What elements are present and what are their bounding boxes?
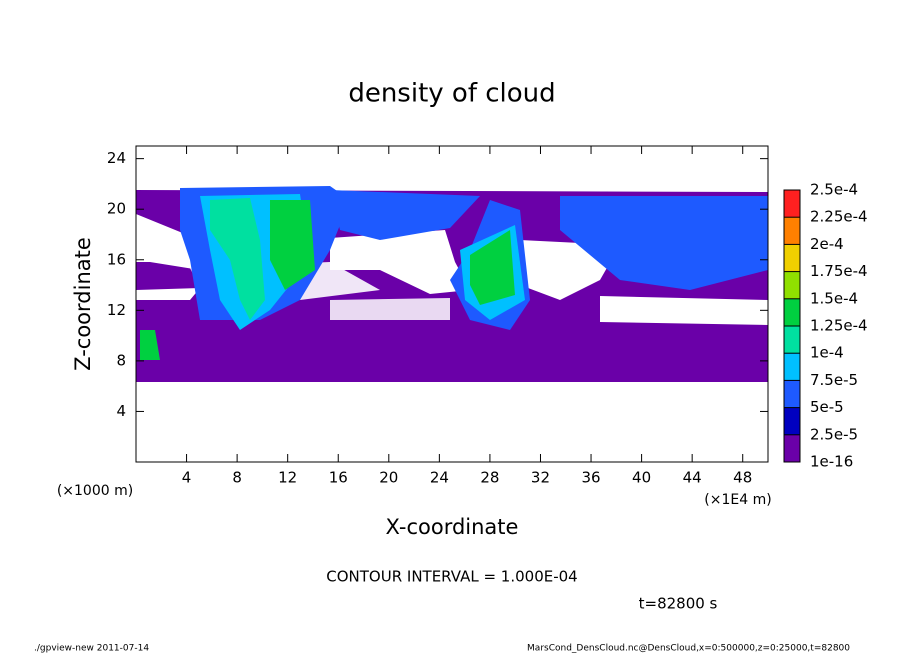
colorbar-band [784, 380, 800, 408]
footer-right: MarsCond_DensCloud.nc@DensCloud,x=0:5000… [527, 644, 850, 654]
x-tick-label: 4 [182, 469, 192, 487]
x-tick-label: 44 [683, 469, 702, 487]
x-tick-label: 36 [581, 469, 600, 487]
x-tick-label: 32 [531, 469, 550, 487]
colorbar-label: 1.25e-4 [810, 317, 868, 335]
colorbar-label: 2.5e-5 [810, 425, 858, 443]
x-axis-label: X-coordinate [386, 515, 519, 539]
colorbar-band [784, 434, 800, 462]
contour-interval: CONTOUR INTERVAL = 1.000E-04 [326, 568, 577, 586]
colorbar-label: 2.5e-4 [810, 181, 858, 199]
colorbar-band [784, 217, 800, 245]
colorbar-band [784, 353, 800, 381]
x-tick-label: 8 [232, 469, 242, 487]
x-tick-label: 40 [632, 469, 651, 487]
y-axis-label: Z-coordinate [71, 237, 95, 371]
cloud-field [136, 186, 768, 382]
y-tick-label: 24 [107, 149, 126, 167]
y-tick-label: 20 [107, 200, 126, 218]
colorbar-label: 1.75e-4 [810, 262, 868, 280]
colorbar-label: 2.25e-4 [810, 208, 868, 226]
time-label: t=82800 s [639, 595, 718, 613]
x-unit: (×1E4 m) [704, 492, 771, 508]
colorbar-band [784, 190, 800, 218]
x-tick-label: 24 [430, 469, 449, 487]
colorbar-label: 5e-5 [810, 398, 844, 416]
x-tick-label: 48 [733, 469, 752, 487]
x-tick-label: 20 [379, 469, 398, 487]
y-tick-label: 16 [107, 250, 126, 268]
colorbar-label: 1.5e-4 [810, 289, 858, 307]
colorbar-band [784, 244, 800, 272]
colorbar-band [784, 326, 800, 354]
colorbar-label: 7.5e-5 [810, 371, 858, 389]
y-tick-label: 8 [116, 351, 126, 369]
colorbar-label: 2e-4 [810, 235, 844, 253]
colorbar-band [784, 298, 800, 326]
chart-title: density of cloud [348, 79, 555, 109]
colorbar-label: 1e-4 [810, 344, 844, 362]
plot-frame [135, 145, 769, 463]
footer-left: ./gpview-new 2011-07-14 [34, 644, 149, 654]
colorbar-label: 1e-16 [810, 453, 853, 471]
y-tick-label: 4 [116, 402, 126, 420]
y-unit: (×1000 m) [57, 483, 133, 499]
x-tick-label: 12 [278, 469, 297, 487]
x-tick-label: 16 [329, 469, 348, 487]
y-tick-label: 12 [107, 301, 126, 319]
colorbar-band [784, 407, 800, 435]
x-tick-label: 28 [480, 469, 499, 487]
colorbar-band [784, 271, 800, 299]
